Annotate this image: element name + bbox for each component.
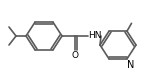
Text: HN: HN [88,31,101,40]
Text: O: O [72,51,79,61]
Text: N: N [128,60,135,70]
